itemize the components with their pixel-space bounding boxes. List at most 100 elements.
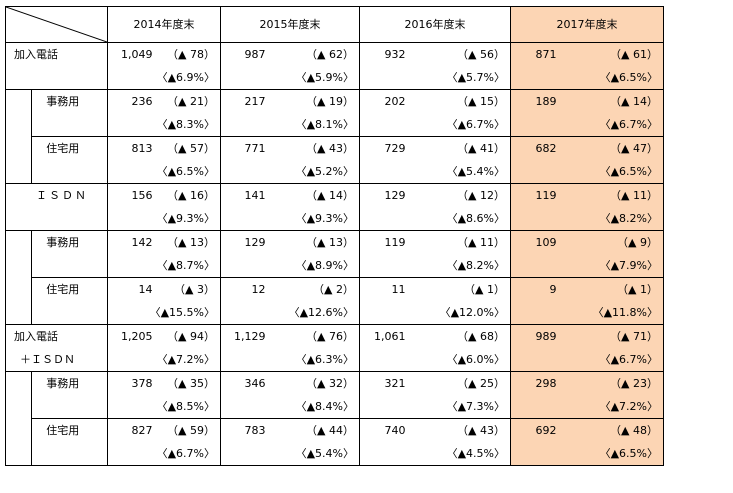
header-2017: 2017年度末 (510, 6, 664, 43)
indent-cell (6, 254, 32, 278)
value-cell: 783 (220, 418, 276, 442)
percent-cell: 〈▲4.5%〉 (359, 442, 511, 466)
change-cell: （▲ 1） (464, 283, 505, 296)
header-corner (5, 6, 108, 43)
value-cell: 14 (107, 277, 163, 301)
table-row-percent: 〈▲9.3%〉 〈▲9.3%〉 〈▲8.6%〉 〈▲8.2%〉 (5, 207, 664, 231)
row-label-empty (31, 301, 108, 325)
value-cell: 142 (107, 230, 163, 254)
table-row-percent: ＋ＩＳＤＮ 〈▲7.2%〉 〈▲6.3%〉 〈▲6.0%〉 〈▲6.7%〉 (5, 348, 664, 372)
change-cell: （▲ 2） (313, 283, 354, 296)
percent-cell: 〈▲6.7%〉 (107, 442, 221, 466)
indent-cell (5, 160, 32, 184)
value-cell: 1,129 (220, 324, 276, 348)
change-cell: （▲ 57） (167, 142, 215, 155)
indent-cell (5, 301, 32, 325)
indent-cell (6, 419, 32, 443)
percent-cell: 〈▲8.7%〉 (107, 254, 221, 278)
percent-cell: 〈▲8.1%〉 (220, 113, 360, 137)
percent-cell: 〈▲12.0%〉 (359, 301, 511, 325)
indent-cell (6, 372, 32, 396)
percent-cell: 〈▲8.9%〉 (220, 254, 360, 278)
header-2015: 2015年度末 (220, 6, 360, 43)
row-label: ＩＳＤＮ (36, 189, 88, 202)
table-row-percent: 〈▲6.5%〉 〈▲5.2%〉 〈▲5.4%〉 〈▲6.5%〉 (5, 160, 664, 184)
value-cell: 202 (359, 89, 416, 113)
percent-cell: 〈▲8.5%〉 (107, 395, 221, 419)
percent-cell: 〈▲6.5%〉 (510, 160, 664, 184)
value-cell: 189 (510, 89, 567, 113)
value-cell: 217 (220, 89, 276, 113)
table-row-percent: 〈▲6.9%〉 〈▲5.9%〉 〈▲5.7%〉 〈▲6.5%〉 (5, 66, 664, 90)
percent-cell: 〈▲8.2%〉 (510, 207, 664, 231)
change-cell: （▲ 13） (306, 236, 354, 249)
row-label-empty (31, 395, 108, 419)
value-cell: 109 (510, 230, 567, 254)
percent-cell: 〈▲6.3%〉 (220, 348, 360, 372)
row-label: 事務用 (31, 371, 108, 395)
change-cell: （▲ 35） (167, 377, 215, 390)
percent-cell: 〈▲5.4%〉 (359, 160, 511, 184)
percent-cell: 〈▲6.5%〉 (510, 66, 664, 90)
row-label-empty (31, 254, 108, 278)
change-cell: （▲ 61） (566, 42, 664, 66)
value-cell: 119 (510, 183, 567, 207)
table-row: 事務用 142 （▲ 13） 129 （▲ 13） 119 （▲ 11） 109 （▲ 9） (6, 230, 664, 255)
percent-cell: 〈▲11.8%〉 (510, 301, 664, 325)
value-cell: 12 (220, 277, 276, 301)
change-cell: （▲ 12） (457, 189, 505, 202)
row-label-continued: ＋ＩＳＤＮ (5, 348, 108, 372)
row-label: 住宅用 (31, 136, 108, 160)
change-cell: （▲ 41） (457, 142, 505, 155)
percent-cell: 〈▲6.9%〉 (107, 66, 221, 90)
percent-cell: 〈▲7.3%〉 (359, 395, 511, 419)
diagonal-line (6, 7, 107, 42)
value-cell: 989 (510, 324, 567, 348)
change-cell: （▲ 16） (167, 189, 215, 202)
percent-cell: 〈▲6.0%〉 (359, 348, 511, 372)
change-cell: （▲ 43） (306, 142, 354, 155)
value-cell: 729 (359, 136, 416, 160)
row-label-empty (31, 113, 108, 137)
change-cell: （▲ 1） (566, 277, 664, 301)
data-table-container: 2014年度末 2015年度末 2016年度末 2017年度末 加入電話 1,04… (5, 6, 664, 466)
percent-cell: 〈▲6.7%〉 (510, 113, 664, 137)
table-row: 加入電話 1,049 （▲ 78） 987 （▲ 62） 932 （▲ 56） 871 （▲ 6… (6, 42, 664, 66)
percent-cell: 〈▲8.6%〉 (359, 207, 511, 231)
value-cell: 827 (107, 418, 163, 442)
change-cell: （▲ 94） (167, 330, 215, 343)
value-cell: 771 (220, 136, 276, 160)
change-cell: （▲ 48） (566, 418, 664, 442)
table-row-percent: 〈▲8.5%〉 〈▲8.4%〉 〈▲7.3%〉 〈▲7.2%〉 (6, 395, 664, 419)
indent-cell (6, 231, 32, 255)
change-cell: （▲ 56） (457, 48, 505, 61)
indent-cell (6, 395, 32, 419)
percent-cell: 〈▲8.2%〉 (359, 254, 511, 278)
percent-cell: 〈▲6.5%〉 (107, 160, 221, 184)
row-label-continued (5, 207, 108, 231)
indent-cell (6, 278, 32, 302)
change-cell: （▲ 21） (167, 95, 215, 108)
row-label-empty (31, 442, 108, 466)
percent-cell: 〈▲7.2%〉 (107, 348, 221, 372)
header-row: 2014年度末 2015年度末 2016年度末 2017年度末 (5, 6, 664, 43)
value-cell: 298 (510, 371, 567, 395)
percent-cell: 〈▲5.7%〉 (359, 66, 511, 90)
change-cell: （▲ 9） (566, 230, 664, 254)
indent-cell (6, 90, 32, 114)
change-cell: （▲ 3） (174, 283, 215, 296)
value-cell: 11 (359, 277, 416, 301)
table-row: 住宅用 827 （▲ 59） 783 （▲ 44） 740 （▲ 43） 692 （▲ 48） (6, 418, 664, 443)
row-label-empty (31, 160, 108, 184)
table-row-percent: 〈▲6.7%〉 〈▲5.4%〉 〈▲4.5%〉 〈▲6.5%〉 (5, 442, 664, 466)
change-cell: （▲ 25） (457, 377, 505, 390)
table-row: 加入電話 1,205 （▲ 94） 1,129 （▲ 76） 1,061 （▲ 68） 989… (6, 324, 664, 348)
value-cell: 236 (107, 89, 163, 113)
value-cell: 1,049 (107, 42, 163, 66)
subscriber-table: 2014年度末 2015年度末 2016年度末 2017年度末 加入電話 1,04… (5, 6, 664, 466)
change-cell: （▲ 23） (566, 371, 664, 395)
table-row: 事務用 378 （▲ 35） 346 （▲ 32） 321 （▲ 25） 298 （▲ 23） (6, 371, 664, 396)
row-label: 加入電話 (14, 330, 58, 343)
value-cell: 129 (220, 230, 276, 254)
change-cell: （▲ 14） (306, 189, 354, 202)
